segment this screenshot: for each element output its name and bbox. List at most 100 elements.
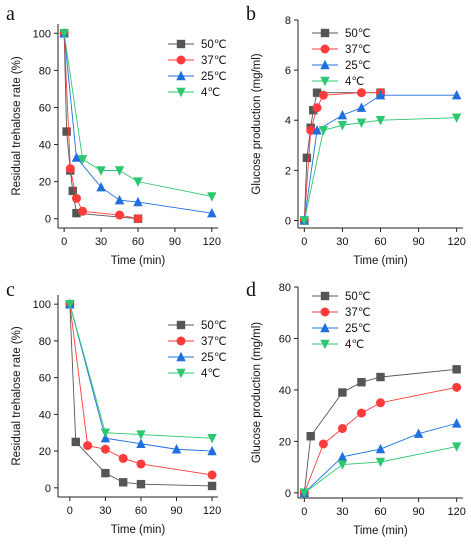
data-point xyxy=(114,194,125,205)
data-point xyxy=(318,90,328,100)
y-tick-label: 60 xyxy=(39,102,51,114)
data-point xyxy=(356,102,367,112)
x-tick-label: 0 xyxy=(67,505,73,517)
data-point xyxy=(96,182,106,192)
data-point xyxy=(62,127,71,136)
data-point xyxy=(302,153,312,163)
y-tick-label: 80 xyxy=(279,282,291,294)
legend-marker xyxy=(176,39,186,49)
legend-marker xyxy=(176,336,186,346)
series-line xyxy=(303,386,457,494)
data-point xyxy=(171,444,182,454)
data-point xyxy=(357,378,366,387)
data-point xyxy=(65,299,75,310)
legend-label: 4℃ xyxy=(345,339,364,351)
data-point xyxy=(101,468,110,478)
legend-label: 37℃ xyxy=(201,336,227,348)
data-point xyxy=(312,125,322,135)
legend-marker xyxy=(320,59,330,70)
panel-c: c 0 30 60 90 120 0 20 40 60 80 100 Time (min) Residua… xyxy=(6,279,227,536)
data-point xyxy=(376,372,385,382)
data-point xyxy=(306,432,315,441)
x-tick-label: 0 xyxy=(301,236,307,248)
data-point xyxy=(375,457,386,468)
x-tick-label: 30 xyxy=(336,506,348,518)
data-point xyxy=(318,439,328,449)
series-line xyxy=(69,304,213,476)
series-line xyxy=(304,446,457,494)
legend-marker xyxy=(176,351,186,362)
data-point xyxy=(118,453,128,463)
panel-d: d 0 30 60 90 120 0 20 40 60 80 Time (min) Glucose pr… xyxy=(246,279,466,537)
x-tick-label: 60 xyxy=(135,505,147,517)
x-tick-label: 120 xyxy=(203,505,221,517)
x-axis-title: Time (min) xyxy=(353,255,408,267)
y-tick-label: 40 xyxy=(279,385,291,397)
x-tick-label: 30 xyxy=(99,505,111,517)
panel-b: b 0 30 60 90 120 0 2 4 6 8 Time (min) Glucose produc… xyxy=(246,3,466,267)
data-point xyxy=(136,430,146,440)
y-tick-label: 100 xyxy=(33,28,51,40)
data-point xyxy=(337,424,347,434)
legend-marker xyxy=(320,44,330,54)
y-axis-title: Glucose production (mg/ml) xyxy=(251,53,263,194)
y-axis-title: Glucose production (mg/ml) xyxy=(251,322,263,463)
data-point xyxy=(299,488,310,499)
x-tick-label: 0 xyxy=(61,236,67,248)
legend-marker xyxy=(176,70,186,81)
data-point xyxy=(312,88,322,97)
data-point xyxy=(136,459,146,469)
data-point xyxy=(375,116,386,126)
data-point xyxy=(133,214,143,224)
legend-label: 37℃ xyxy=(201,55,227,67)
y-tick-label: 4 xyxy=(285,115,291,127)
data-point xyxy=(133,196,143,207)
data-point xyxy=(306,125,316,135)
y-tick-label: 0 xyxy=(285,488,291,500)
legend-label: 50℃ xyxy=(345,28,371,40)
x-tick-label: 90 xyxy=(169,236,181,248)
series-line xyxy=(69,304,213,452)
data-point xyxy=(207,470,217,480)
y-tick-label: 6 xyxy=(285,65,291,77)
y-tick-label: 20 xyxy=(279,436,291,448)
x-tick-label: 120 xyxy=(447,506,465,518)
x-tick-label: 30 xyxy=(95,236,107,248)
panel-label: b xyxy=(246,3,256,25)
series-line xyxy=(303,92,381,221)
legend-label: 25℃ xyxy=(345,323,371,335)
data-point xyxy=(100,428,111,438)
series-line xyxy=(303,94,457,221)
data-point xyxy=(337,460,348,470)
y-tick-label: 8 xyxy=(285,15,291,27)
panel-a: a 0 30 60 90 120 0 20 40 60 80 100 Time (min) Residua… xyxy=(6,3,227,267)
data-point xyxy=(118,478,128,487)
legend-marker xyxy=(320,307,330,317)
x-tick-label: 90 xyxy=(170,505,182,517)
data-point xyxy=(83,441,93,451)
data-point xyxy=(299,216,310,226)
data-point xyxy=(78,206,88,216)
legend-marker xyxy=(320,28,330,38)
data-point xyxy=(451,418,462,428)
legend-label: 4℃ xyxy=(345,76,364,88)
legend-marker xyxy=(320,291,330,301)
panel-label: c xyxy=(6,279,15,301)
data-point xyxy=(356,88,366,98)
legend-label: 25℃ xyxy=(201,71,227,83)
y-tick-label: 100 xyxy=(33,299,51,311)
data-point xyxy=(59,29,69,39)
series-line xyxy=(69,304,213,439)
data-point xyxy=(71,437,80,447)
legend-marker xyxy=(176,368,186,379)
legend-label: 37℃ xyxy=(345,307,371,319)
legend-label: 50℃ xyxy=(201,39,227,51)
y-tick-label: 0 xyxy=(285,215,291,227)
y-tick-label: 0 xyxy=(45,214,51,226)
y-tick-label: 20 xyxy=(39,446,51,458)
data-point xyxy=(376,398,385,408)
legend-marker xyxy=(320,76,330,87)
panel-label: a xyxy=(6,3,15,25)
